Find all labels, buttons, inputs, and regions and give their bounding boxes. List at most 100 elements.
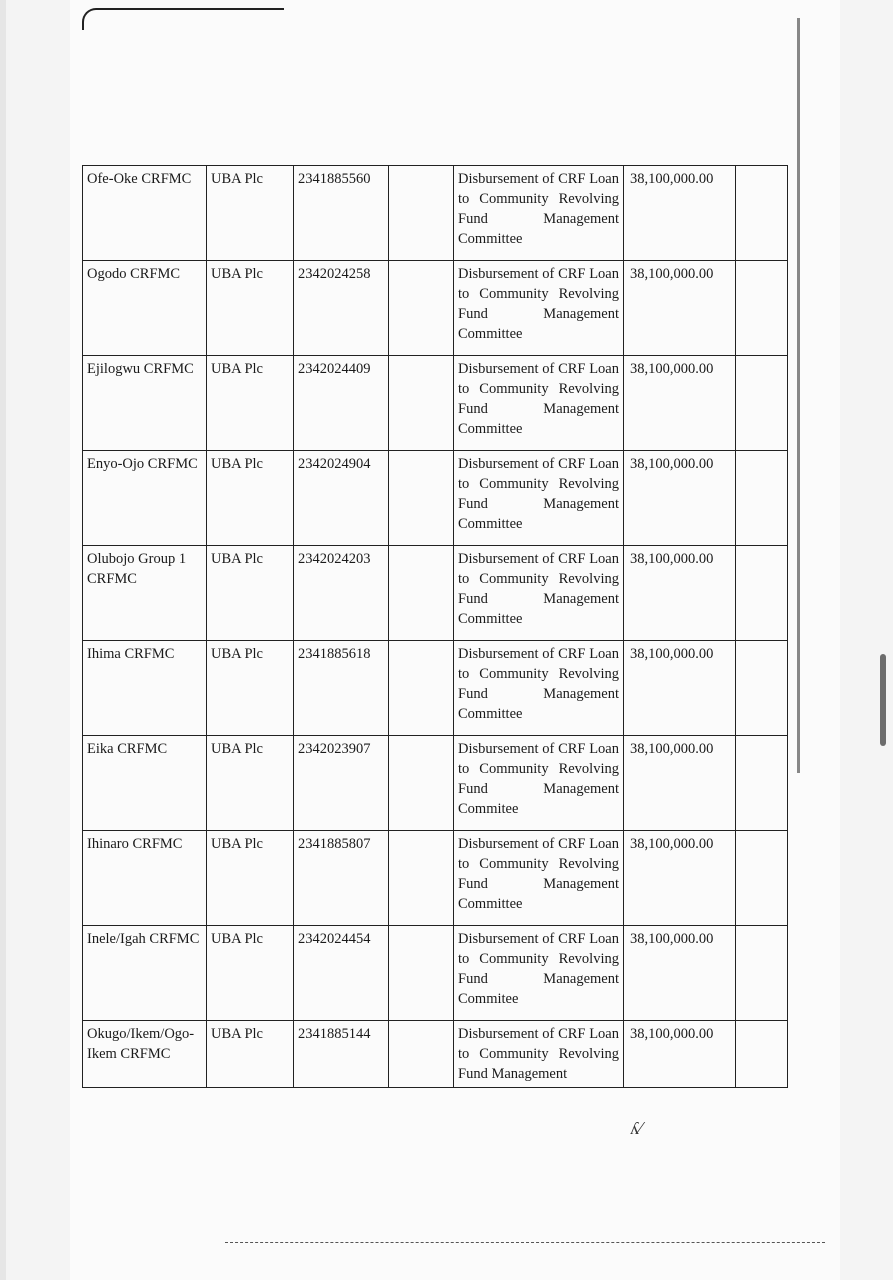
description-line: Committee xyxy=(458,421,523,437)
description-line: Committee xyxy=(458,516,523,532)
empty-cell xyxy=(388,925,454,1021)
scrollbar[interactable] xyxy=(880,654,886,746)
bank-cell: UBA Plc xyxy=(206,165,294,261)
table-row: Olubojo Group 1 CRFMC UBA Plc 2342024203 Di… xyxy=(82,545,788,641)
description-line: Committee xyxy=(458,231,523,247)
description-line: Committee xyxy=(458,896,523,912)
bank-cell: UBA Plc xyxy=(206,925,294,1021)
amount-cell: 38,100,000.00 xyxy=(623,165,736,261)
signature-mark: ʎ⁄ xyxy=(630,1118,643,1138)
description-line: Commitee xyxy=(458,801,519,817)
description-line: Fund Management xyxy=(458,306,619,322)
description-cell: Disbursement of CRF Loan to Community Rev… xyxy=(453,735,624,831)
description-line: to Community Revolving xyxy=(458,1046,619,1062)
amount-cell: 38,100,000.00 xyxy=(623,450,736,546)
amount-cell: 38,100,000.00 xyxy=(623,735,736,831)
amount-cell: 38,100,000.00 xyxy=(623,640,736,736)
description-cell: Disbursement of CRF Loan to Community Rev… xyxy=(453,260,624,356)
description-line: Disbursement of CRF Loan xyxy=(458,171,619,187)
amount-cell: 38,100,000.00 xyxy=(623,260,736,356)
description-line: Disbursement of CRF Loan xyxy=(458,456,619,472)
empty-cell xyxy=(388,735,454,831)
description-line: Fund Management xyxy=(458,686,619,702)
empty-cell xyxy=(735,450,788,546)
table-row: Inele/Igah CRFMC UBA Plc 2342024454 Disburs… xyxy=(82,925,788,1021)
page-curl-mark xyxy=(82,8,284,30)
committee-name-cell: Ihima CRFMC xyxy=(82,640,207,736)
description-line: to Community Revolving xyxy=(458,856,619,872)
table-row: Ofe-Oke CRFMC UBA Plc 2341885560 Disburseme… xyxy=(82,165,788,261)
committee-name-cell: Olubojo Group 1 CRFMC xyxy=(82,545,207,641)
table-row: Ogodo CRFMC UBA Plc 2342024258 Disbursement… xyxy=(82,260,788,356)
description-line: to Community Revolving xyxy=(458,476,619,492)
description-line: Disbursement of CRF Loan xyxy=(458,361,619,377)
bank-cell: UBA Plc xyxy=(206,450,294,546)
disbursement-table: Ofe-Oke CRFMC UBA Plc 2341885560 Disburseme… xyxy=(82,165,788,1088)
empty-cell xyxy=(388,355,454,451)
table-row: Ihinaro CRFMC UBA Plc 2341885807 Disburseme… xyxy=(82,830,788,926)
empty-cell xyxy=(735,355,788,451)
committee-name-cell: Ofe-Oke CRFMC xyxy=(82,165,207,261)
account-number-cell: 2342024454 xyxy=(293,925,389,1021)
empty-cell xyxy=(388,830,454,926)
account-number-cell: 2341885144 xyxy=(293,1020,389,1088)
table-row: Ejilogwu CRFMC UBA Plc 2342024409 Disbursem… xyxy=(82,355,788,451)
bank-cell: UBA Plc xyxy=(206,1020,294,1088)
empty-cell xyxy=(388,640,454,736)
empty-cell xyxy=(735,925,788,1021)
amount-cell: 38,100,000.00 xyxy=(623,830,736,926)
description-line: Disbursement of CRF Loan xyxy=(458,646,619,662)
amount-cell: 38,100,000.00 xyxy=(623,355,736,451)
bank-cell: UBA Plc xyxy=(206,260,294,356)
committee-name-cell: Ejilogwu CRFMC xyxy=(82,355,207,451)
description-line: Fund Management xyxy=(458,496,619,512)
description-line: Fund Management xyxy=(458,211,619,227)
description-line: Committee xyxy=(458,326,523,342)
description-cell: Disbursement of CRF Loan to Community Rev… xyxy=(453,1020,624,1088)
description-line: Disbursement of CRF Loan xyxy=(458,741,619,757)
empty-cell xyxy=(388,450,454,546)
description-cell: Disbursement of CRF Loan to Community Rev… xyxy=(453,355,624,451)
description-line: Disbursement of CRF Loan xyxy=(458,1026,619,1042)
description-line: to Community Revolving xyxy=(458,761,619,777)
bank-cell: UBA Plc xyxy=(206,735,294,831)
description-line: Fund Management xyxy=(458,781,619,797)
bank-cell: UBA Plc xyxy=(206,640,294,736)
account-number-cell: 2342024258 xyxy=(293,260,389,356)
amount-cell: 38,100,000.00 xyxy=(623,545,736,641)
bank-cell: UBA Plc xyxy=(206,830,294,926)
committee-name-cell: Okugo/Ikem/Ogo-Ikem CRFMC xyxy=(82,1020,207,1088)
description-line: Committee xyxy=(458,706,523,722)
table-row: Ihima CRFMC UBA Plc 2341885618 Disbursement… xyxy=(82,640,788,736)
description-line: to Community Revolving xyxy=(458,571,619,587)
empty-cell xyxy=(735,1020,788,1088)
account-number-cell: 2341885560 xyxy=(293,165,389,261)
description-line: Disbursement of CRF Loan xyxy=(458,836,619,852)
empty-cell xyxy=(735,545,788,641)
empty-cell xyxy=(735,260,788,356)
table-row: Enyo-Ojo CRFMC UBA Plc 2342024904 Disbursem… xyxy=(82,450,788,546)
committee-name-cell: Inele/Igah CRFMC xyxy=(82,925,207,1021)
empty-cell xyxy=(735,735,788,831)
description-line: Commitee xyxy=(458,991,519,1007)
description-line: to Community Revolving xyxy=(458,191,619,207)
page-edge xyxy=(0,0,6,1280)
description-cell: Disbursement of CRF Loan to Community Rev… xyxy=(453,640,624,736)
description-line: Fund Management xyxy=(458,971,619,987)
bank-cell: UBA Plc xyxy=(206,545,294,641)
committee-name-cell: Enyo-Ojo CRFMC xyxy=(82,450,207,546)
committee-name-cell: Eika CRFMC xyxy=(82,735,207,831)
empty-cell xyxy=(735,165,788,261)
account-number-cell: 2341885807 xyxy=(293,830,389,926)
description-line: to Community Revolving xyxy=(458,381,619,397)
account-number-cell: 2342024409 xyxy=(293,355,389,451)
bank-cell: UBA Plc xyxy=(206,355,294,451)
page-right-edge xyxy=(797,18,800,773)
amount-cell: 38,100,000.00 xyxy=(623,925,736,1021)
committee-name-cell: Ogodo CRFMC xyxy=(82,260,207,356)
description-cell: Disbursement of CRF Loan to Community Rev… xyxy=(453,165,624,261)
committee-name-cell: Ihinaro CRFMC xyxy=(82,830,207,926)
description-cell: Disbursement of CRF Loan to Community Rev… xyxy=(453,450,624,546)
description-line: Fund Management xyxy=(458,591,619,607)
empty-cell xyxy=(735,830,788,926)
